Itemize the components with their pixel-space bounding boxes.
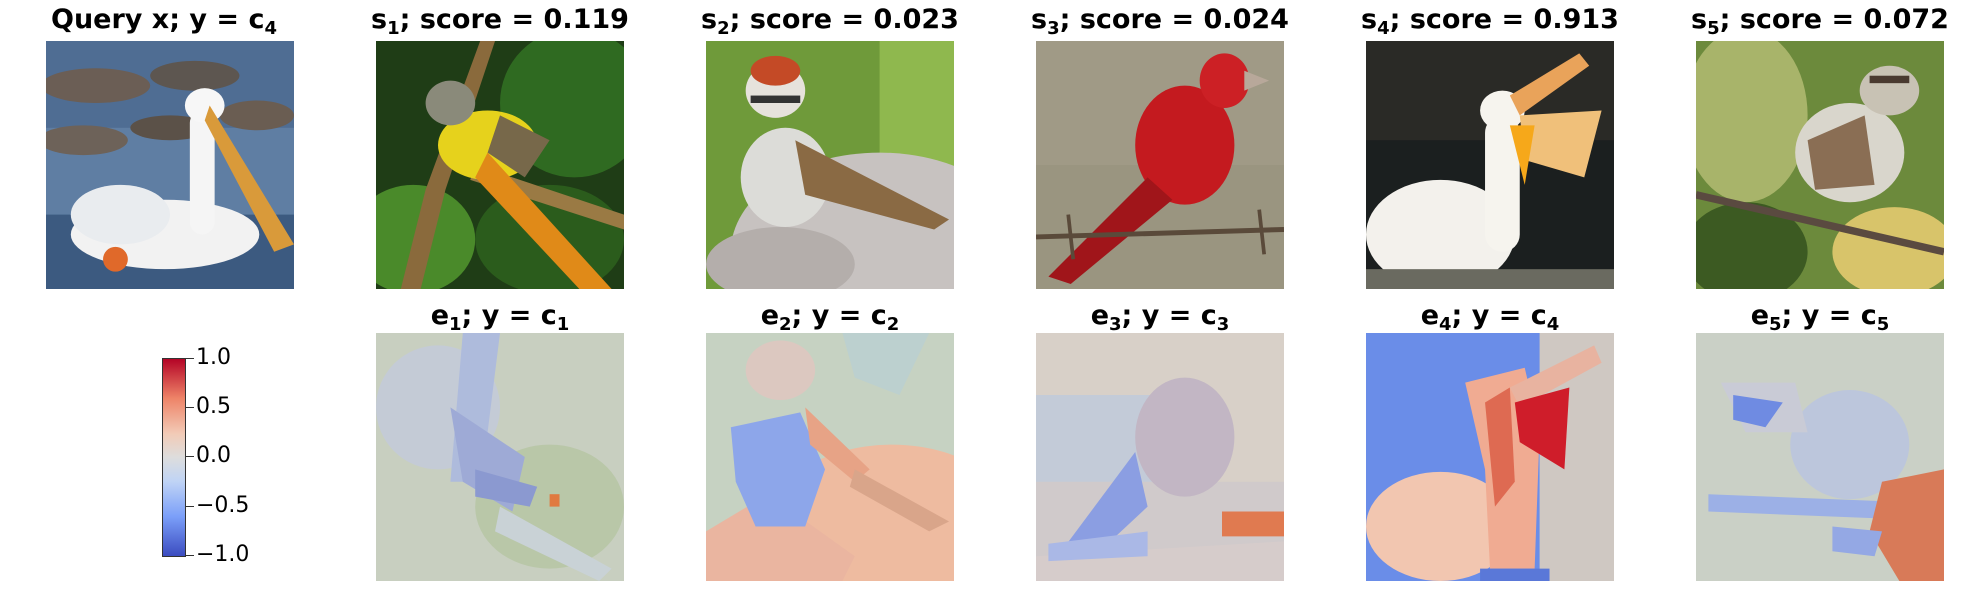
sample-prefix: s <box>1361 4 1378 35</box>
sample-3-image <box>1036 41 1284 289</box>
colorbar-tick-label: 0.5 <box>196 394 231 419</box>
explanation-2-title: e2; y = c2 <box>650 300 1010 341</box>
colorbar-tick-label: 1.0 <box>196 345 231 370</box>
sample-2-title: s2; score = 0.023 <box>650 4 1010 45</box>
sample-score-text: ; score = 0.913 <box>1389 4 1619 35</box>
sample-1-title: s1; score = 0.119 <box>320 4 680 45</box>
explanation-prefix: e <box>430 300 449 331</box>
colorbar-tick <box>186 407 194 408</box>
sample-prefix: s <box>371 4 388 35</box>
colorbar-tick-label: −0.5 <box>196 493 250 518</box>
explanation-class-text: ; y = c <box>461 300 557 331</box>
explanation-3-heatmap <box>1036 333 1284 581</box>
sample-score-text: ; score = 0.023 <box>729 4 959 35</box>
sample-index: 1 <box>387 18 400 39</box>
explanation-prefix: e <box>1090 300 1109 331</box>
colorbar-tick <box>186 506 194 507</box>
sample-prefix: s <box>1691 4 1708 35</box>
explanation-2-heatmap <box>706 333 954 581</box>
sample-2-image <box>706 41 954 289</box>
explanation-class-sub: 4 <box>1546 314 1560 335</box>
explanation-class-sub: 5 <box>1876 314 1890 335</box>
explanation-prefix: e <box>1420 300 1439 331</box>
explanation-index: 5 <box>1769 314 1782 335</box>
explanation-4-title: e4; y = c4 <box>1310 300 1670 341</box>
query-class-sub: 4 <box>264 18 277 39</box>
colorbar-tick-label: −1.0 <box>196 542 250 567</box>
explanation-4-heatmap <box>1366 333 1614 581</box>
explanation-index: 1 <box>449 314 462 335</box>
colorbar-tick <box>186 358 194 359</box>
colorbar-tick <box>186 456 194 457</box>
sample-score-text: ; score = 0.024 <box>1059 4 1289 35</box>
sample-index: 3 <box>1047 18 1060 39</box>
query-title: Query x; y = c4 <box>0 4 344 45</box>
explanation-5-title: e5; y = c5 <box>1640 300 1963 341</box>
explanation-5-heatmap <box>1696 333 1944 581</box>
sample-5-image <box>1696 41 1944 289</box>
explanation-class-text: ; y = c <box>1781 300 1877 331</box>
sample-4-title: s4; score = 0.913 <box>1310 4 1670 45</box>
colorbar-tick <box>186 555 194 556</box>
sample-1-image <box>376 41 624 289</box>
sample-index: 4 <box>1377 18 1390 39</box>
sample-score-text: ; score = 0.119 <box>399 4 629 35</box>
sample-index: 2 <box>717 18 730 39</box>
explanation-prefix: e <box>1750 300 1769 331</box>
sample-5-title: s5; score = 0.072 <box>1640 4 1963 45</box>
explanation-index: 3 <box>1109 314 1122 335</box>
explanation-class-sub: 3 <box>1216 314 1230 335</box>
sample-3-title: s3; score = 0.024 <box>980 4 1340 45</box>
explanation-class-sub: 1 <box>556 314 570 335</box>
query-pelican-image <box>46 41 294 289</box>
explanation-class-sub: 2 <box>886 314 900 335</box>
query-title-text: Query x; y = c <box>51 4 265 35</box>
explanation-index: 4 <box>1439 314 1452 335</box>
explanation-prefix: e <box>760 300 779 331</box>
sample-prefix: s <box>1031 4 1048 35</box>
sample-index: 5 <box>1707 18 1720 39</box>
colorbar-tick-label: 0.0 <box>196 443 231 468</box>
explanation-3-title: e3; y = c3 <box>980 300 1340 341</box>
explanation-class-text: ; y = c <box>1451 300 1547 331</box>
sample-score-text: ; score = 0.072 <box>1719 4 1949 35</box>
explanation-1-heatmap <box>376 333 624 581</box>
explanation-class-text: ; y = c <box>791 300 887 331</box>
sample-4-image <box>1366 41 1614 289</box>
explanation-class-text: ; y = c <box>1121 300 1217 331</box>
colorbar <box>162 358 186 557</box>
sample-prefix: s <box>701 4 718 35</box>
explanation-index: 2 <box>779 314 792 335</box>
explanation-1-title: e1; y = c1 <box>320 300 680 341</box>
